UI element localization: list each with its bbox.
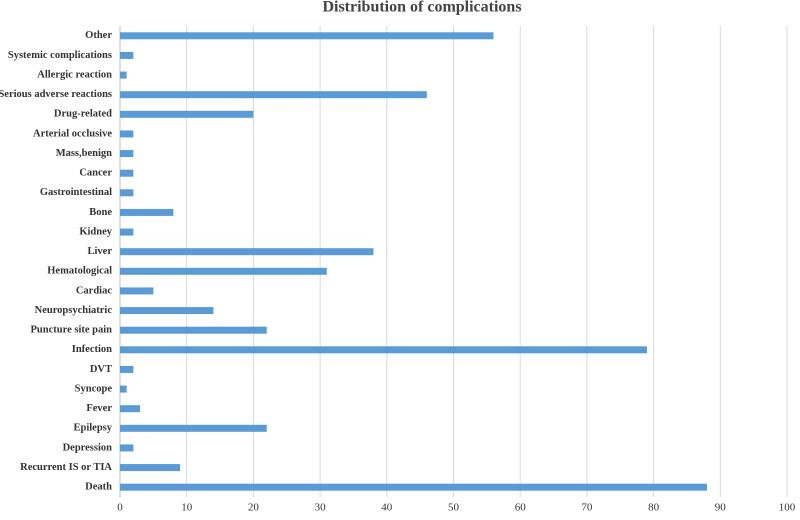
y-tick-label: Recurrent IS or TIA [20,462,112,473]
bar [120,32,494,40]
bar [120,248,374,256]
y-tick-label: Syncope [75,383,113,394]
y-tick-label: Fever [86,403,112,414]
x-tick-label: 0 [117,502,123,514]
x-tick-label: 30 [315,502,327,514]
y-tick-label: Epilepsy [73,423,112,434]
y-tick-label: Infection [72,344,112,355]
x-tick-label: 70 [581,502,593,514]
bar [120,346,647,354]
y-tick-label: Liver [88,246,113,257]
y-tick-label: Kidney [79,226,112,237]
y-tick-label: Hematological [47,266,112,277]
bar [120,71,127,79]
bar [120,385,127,393]
y-tick-label: Serious adverse reactions [0,89,112,100]
bar [120,267,327,275]
x-tick-label: 90 [715,502,727,514]
bar [120,326,267,334]
x-tick-label: 50 [448,502,460,514]
bar [120,424,267,432]
bar [120,51,134,59]
y-tick-label: Drug-related [54,109,112,120]
y-tick-label: Bone [89,207,112,218]
bar [120,483,707,491]
y-tick-label: Cardiac [76,285,113,296]
y-tick-label: Mass,benign [56,148,112,159]
y-tick-label: Arterial occlusive [33,128,112,139]
y-tick-label: Allergic reaction [37,69,112,80]
x-tick-label: 80 [648,502,660,514]
bar [120,228,134,236]
bar [120,169,134,177]
bar [120,208,174,216]
bar [120,444,134,452]
bar [120,307,214,315]
y-tick-label: Gastrointestinal [40,187,112,198]
y-tick-label: Systemic complications [8,50,112,61]
bar [120,365,134,373]
x-tick-label: 40 [381,502,393,514]
bar [120,405,141,413]
bar [120,110,254,118]
y-tick-label: Other [85,30,112,41]
bar [120,464,181,472]
x-tick-label: 60 [515,502,527,514]
bar [120,287,154,295]
chart-title: Distribution of complications [322,0,521,16]
y-tick-label: Puncture site pain [31,325,113,336]
x-tick-label: 10 [181,502,193,514]
bar [120,91,427,99]
x-tick-label: 20 [248,502,260,514]
y-tick-label: Neuropsychiatric [35,305,113,316]
y-tick-label: Death [85,482,112,493]
bar [120,130,134,138]
y-tick-label: Cancer [79,168,112,179]
bar [120,189,134,197]
y-tick-label: DVT [90,364,112,375]
bar [120,150,134,158]
x-tick-label: 100 [779,502,796,514]
y-tick-label: Depression [63,442,113,453]
